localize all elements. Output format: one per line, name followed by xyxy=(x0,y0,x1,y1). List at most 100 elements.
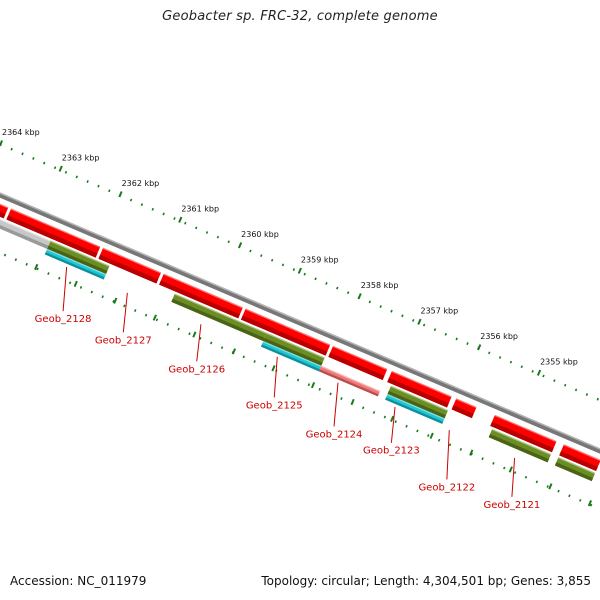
inner-track-tick xyxy=(568,494,571,498)
scale-minor-tick xyxy=(412,319,415,322)
inner-track-tick xyxy=(448,443,452,447)
scale-minor-tick xyxy=(401,314,404,318)
gene-label-leader xyxy=(333,382,339,427)
scale-minor-tick xyxy=(346,291,350,295)
inner-track-tick xyxy=(307,383,311,387)
scale-minor-tick xyxy=(140,203,144,207)
scale-minor-tick xyxy=(303,272,306,276)
scale-minor-tick xyxy=(97,184,100,188)
scale-minor-tick xyxy=(151,207,154,211)
scale-minor-tick xyxy=(281,263,285,267)
gene-label-leader xyxy=(196,324,202,362)
inner-track-tick xyxy=(47,272,50,275)
scale-minor-tick xyxy=(86,180,89,183)
inner-track-tick xyxy=(492,461,495,465)
scale-tick-label: 2360 kbp xyxy=(241,230,279,239)
scale-minor-tick xyxy=(184,221,187,225)
inner-track-tick xyxy=(36,267,39,271)
inner-track-tick xyxy=(340,397,343,400)
scale-minor-tick xyxy=(542,374,545,378)
inner-track-major-tick xyxy=(508,466,513,473)
scale-major-tick xyxy=(357,293,362,300)
scale-tick-label: 2359 kbp xyxy=(301,255,339,264)
scale-minor-tick xyxy=(444,332,448,336)
scale-tick-label: 2358 kbp xyxy=(361,281,399,290)
gene-label: Geob_2123 xyxy=(363,446,420,457)
gene-label: Geob_2125 xyxy=(246,400,303,411)
scale-minor-tick xyxy=(498,356,502,359)
inner-track-tick xyxy=(503,466,506,470)
inner-track-tick xyxy=(68,281,72,285)
inner-track-tick xyxy=(101,295,104,299)
inner-track-major-tick xyxy=(231,348,237,355)
scale-minor-tick xyxy=(390,309,393,313)
scale-tick-label: 2364 kbp xyxy=(2,128,40,137)
gene-label: Geob_2122 xyxy=(418,482,475,493)
inner-track-tick xyxy=(220,346,224,350)
scale-minor-tick xyxy=(422,323,426,327)
inner-track-tick xyxy=(253,360,256,363)
inner-track-tick xyxy=(481,457,484,461)
inner-track-tick xyxy=(134,309,137,312)
scale-minor-tick xyxy=(129,198,133,202)
inner-track-major-tick xyxy=(192,331,197,338)
inner-track-tick xyxy=(557,489,560,493)
inner-track-major-tick xyxy=(73,280,78,288)
scale-major-tick xyxy=(477,344,482,351)
gene-label-leader xyxy=(446,430,450,480)
scale-minor-tick xyxy=(43,161,46,165)
scale-tick-label: 2363 kbp xyxy=(62,153,100,162)
inner-track-major-tick xyxy=(271,365,276,372)
page-title: Geobacter sp. FRC-32, complete genome xyxy=(162,9,438,24)
scale-tick-label: 2361 kbp xyxy=(181,204,219,213)
scale-minor-tick xyxy=(53,166,57,170)
backbone-layer xyxy=(0,167,600,471)
scale-minor-tick xyxy=(433,328,437,332)
scale-minor-tick xyxy=(260,254,263,258)
inner-track-tick xyxy=(14,258,18,262)
scale-minor-tick xyxy=(10,147,13,151)
gene-label-leader xyxy=(511,458,516,497)
gene-label: Geob_2124 xyxy=(306,429,363,440)
inner-track-major-tick xyxy=(152,314,157,321)
gene-label: Geob_2126 xyxy=(168,364,225,375)
inner-track-major-tick xyxy=(548,483,553,490)
scale-minor-tick xyxy=(32,156,35,160)
inner-track-major-tick xyxy=(429,432,434,439)
features-layer xyxy=(0,197,600,507)
inner-track-tick xyxy=(416,429,419,433)
inner-track-tick xyxy=(394,420,397,424)
scale-tick-label: 2355 kbp xyxy=(540,357,578,366)
scale-minor-tick xyxy=(227,240,230,244)
inner-track-tick xyxy=(579,498,582,502)
scale-minor-tick xyxy=(336,286,339,290)
scale-minor-tick xyxy=(596,397,599,401)
scale-minor-tick xyxy=(249,249,252,253)
inner-track-tick xyxy=(210,341,213,345)
inner-track-tick xyxy=(513,471,517,475)
gene-label-leader xyxy=(62,266,68,312)
scale-minor-tick xyxy=(75,175,78,179)
inner-track-tick xyxy=(242,355,245,359)
scale-layer: 2364 kbp 2363 kbp 2362 kbp 2361 kbp 2360 kbp… xyxy=(0,128,599,401)
inner-track-tick xyxy=(405,424,408,428)
inner-track-tick xyxy=(589,503,593,507)
scale-minor-tick xyxy=(379,305,382,308)
inner-track-tick xyxy=(177,327,180,331)
scale-minor-tick xyxy=(368,300,372,304)
scale-major-tick xyxy=(178,216,183,223)
gene-label: Geob_2121 xyxy=(483,500,540,511)
inner-track-tick xyxy=(58,276,61,280)
accession-text: Accession: NC_011979 xyxy=(10,574,147,588)
genome-backbone xyxy=(0,167,600,471)
scale-major-tick xyxy=(536,369,542,376)
inner-track-tick xyxy=(361,406,365,410)
scale-major-tick xyxy=(118,191,123,198)
scale-minor-tick xyxy=(520,365,523,369)
inner-track-major-tick xyxy=(113,297,118,304)
gene-label-leader xyxy=(390,406,396,443)
scale-minor-tick xyxy=(466,342,469,346)
gene-label-leader xyxy=(273,356,278,398)
